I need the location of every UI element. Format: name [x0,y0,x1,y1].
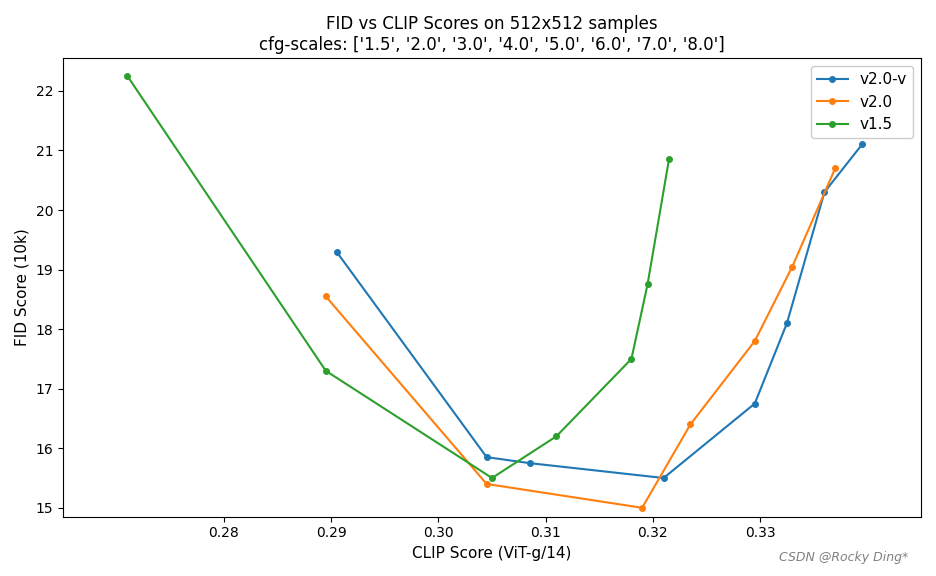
X-axis label: CLIP Score (ViT-g/14): CLIP Score (ViT-g/14) [413,546,572,561]
v2.0-v [856,141,868,148]
Y-axis label: FID Score (10k): FID Score (10k) [15,229,30,346]
v2.0 [636,505,648,511]
Line: v1.5: v1.5 [124,73,672,481]
v2.0-v [524,460,535,467]
v2.0-v [782,320,793,327]
Title: FID vs CLIP Scores on 512x512 samples
cfg-scales: ['1.5', '2.0', '3.0', '4.0', ': FID vs CLIP Scores on 512x512 samples cf… [259,15,724,54]
Line: v2.0: v2.0 [323,165,838,510]
v2.0-v [749,400,760,407]
v2.0-v [658,475,669,482]
v1.5 [626,355,637,362]
v2.0-v [481,454,492,461]
v2.0 [786,263,797,270]
v1.5 [320,367,331,374]
v2.0 [481,480,492,487]
v1.5 [642,281,653,288]
v1.5 [122,73,133,79]
v1.5 [664,156,675,163]
v2.0-v [331,248,343,255]
v2.0 [320,293,331,300]
Legend: v2.0-v, v2.0, v1.5: v2.0-v, v2.0, v1.5 [812,66,914,138]
Line: v2.0-v: v2.0-v [334,142,865,481]
v2.0-v [819,189,830,196]
Text: CSDN @Rocky Ding*: CSDN @Rocky Ding* [779,551,908,564]
v1.5 [550,433,562,440]
v1.5 [487,475,498,482]
v2.0 [829,165,841,172]
v2.0 [685,421,696,428]
v2.0 [749,338,760,344]
